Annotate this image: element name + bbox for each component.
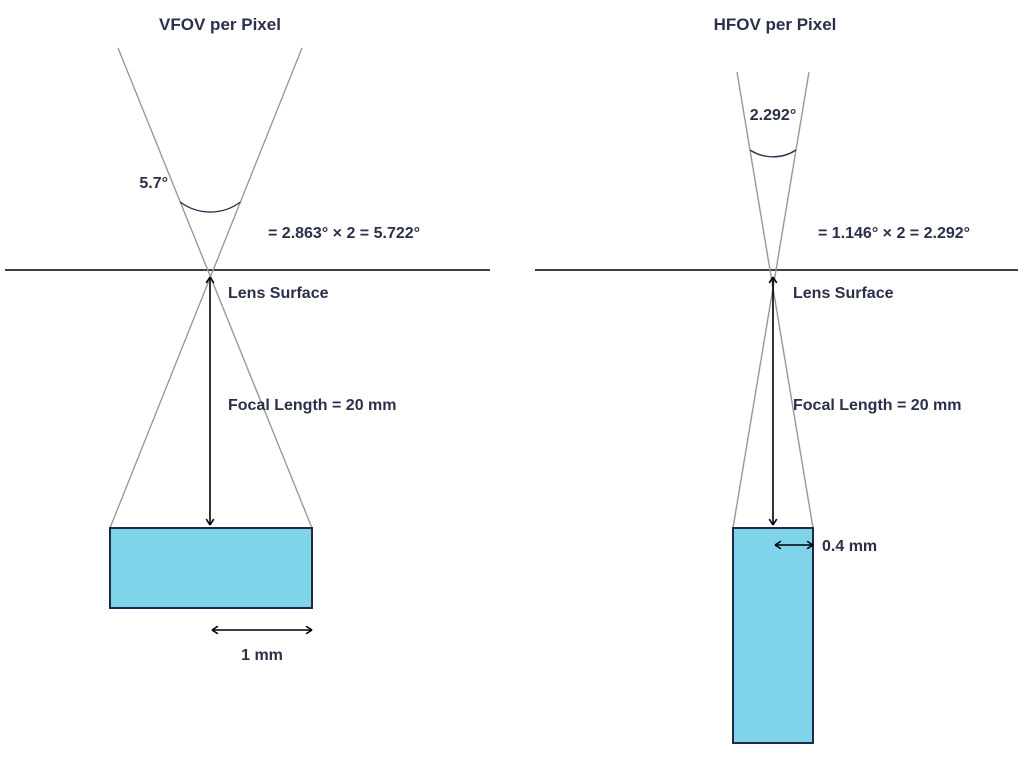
left-lens-label: Lens Surface [228,285,329,302]
right-angle-label: 2.292° [750,107,796,124]
left-formula: = 2.863° × 2 = 5.722° [268,225,420,242]
left-angle-label: 5.7° [139,175,168,192]
right-focal-label: Focal Length = 20 mm [793,397,961,414]
right-angle-arc [750,150,796,157]
right-sensor-rect [733,528,813,743]
right-formula: = 1.146° × 2 = 2.292° [818,225,970,242]
left-width-label: 1 mm [241,647,283,664]
left-focal-label: Focal Length = 20 mm [228,397,396,414]
right-width-label: 0.4 mm [822,538,877,555]
right-title: HFOV per Pixel [714,15,837,34]
left-sensor-rect [110,528,312,608]
left-title: VFOV per Pixel [159,15,281,34]
left-angle-arc [180,202,240,212]
right-lens-label: Lens Surface [793,285,894,302]
